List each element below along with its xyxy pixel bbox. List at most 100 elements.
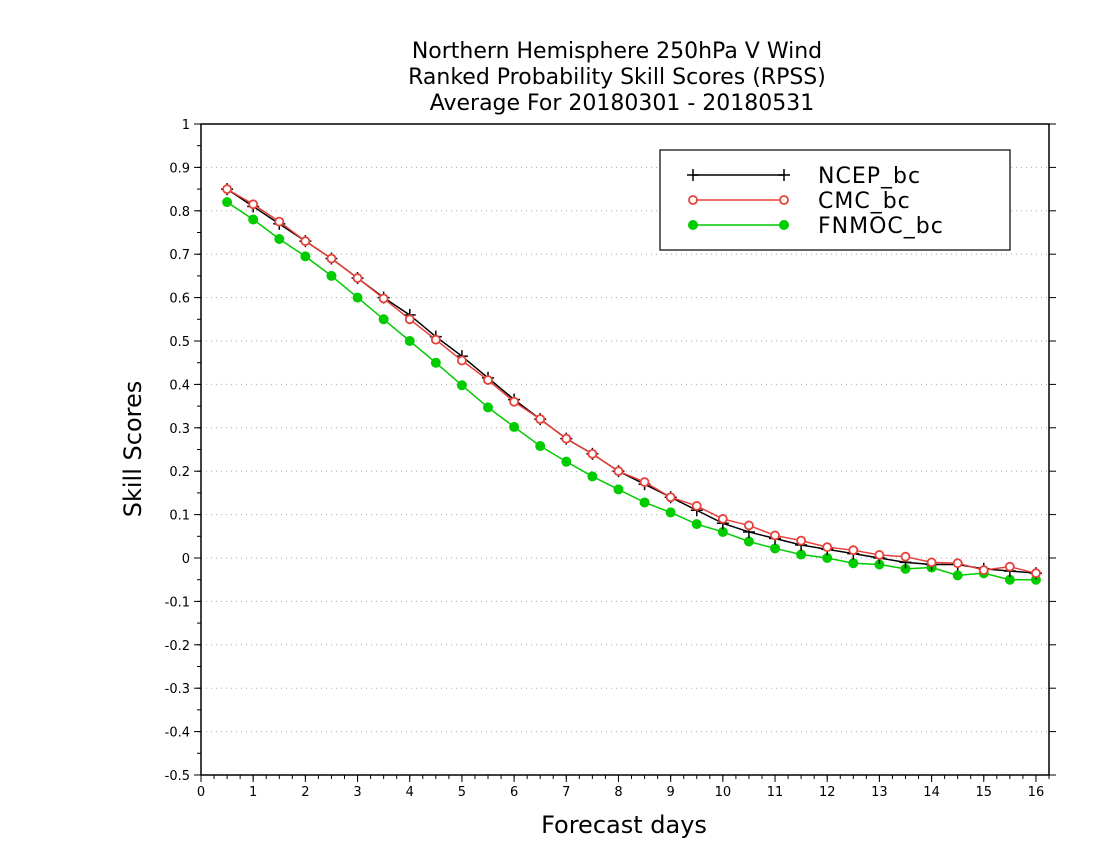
x-axis-label: Forecast days <box>541 811 707 839</box>
chart-title-line-2: Ranked Probability Skill Scores (RPSS) <box>408 65 826 90</box>
data-point-fnmoc-bc <box>456 380 467 391</box>
data-point-fnmoc-bc <box>535 441 546 452</box>
data-point-fnmoc-bc <box>561 456 572 467</box>
x-tick-label: 15 <box>975 785 992 800</box>
data-point-cmc-bc <box>952 558 963 569</box>
legend-marker-cmc-bc <box>779 195 789 205</box>
y-tick-label: 0.3 <box>169 422 190 437</box>
legend-label-fnmoc-bc: FNMOC_bc <box>818 214 944 239</box>
axes: 1 0.9 0.8 0.7 0.6 0.5 0.4 0.3 0.2 0.1 0 -0.1 -0.2 -0.… <box>165 118 1056 800</box>
y-tick-label: 0 <box>182 552 190 567</box>
y-tick-label: 0.1 <box>169 509 190 524</box>
x-tick-label: 7 <box>562 785 570 800</box>
x-tick-label: 5 <box>458 785 466 800</box>
data-point-fnmoc-bc <box>483 402 494 413</box>
data-point-cmc-bc <box>509 396 520 407</box>
data-point-cmc-bc <box>457 355 467 366</box>
legend-marker-ncep-bc <box>778 169 790 181</box>
data-point-cmc-bc <box>822 542 833 553</box>
y-tick-label: -0.2 <box>165 639 190 654</box>
legend-item-cmc-bc: CMC_bc <box>688 189 911 214</box>
data-point-fnmoc-bc <box>352 292 363 303</box>
legend-marker-fnmoc-bc <box>688 220 698 230</box>
data-point-fnmoc-bc <box>665 507 676 518</box>
x-tick-label: 9 <box>667 785 675 800</box>
data-point-fnmoc-bc <box>796 549 807 560</box>
grid <box>201 166 1049 733</box>
x-tick-label: 12 <box>819 785 836 800</box>
x-tick-label: 4 <box>406 785 414 800</box>
legend-marker-ncep-bc <box>687 169 699 181</box>
data-point-cmc-bc <box>613 466 624 477</box>
data-point-fnmoc-bc <box>613 484 624 495</box>
data-point-cmc-bc <box>639 477 650 487</box>
data-point-fnmoc-bc <box>300 251 311 262</box>
data-point-fnmoc-bc <box>430 357 441 368</box>
y-tick-label: 0.8 <box>169 205 190 220</box>
legend-label-cmc-bc: CMC_bc <box>818 189 911 214</box>
data-point-fnmoc-bc <box>639 497 650 508</box>
data-point-cmc-bc <box>691 501 702 511</box>
y-tick-label: 1 <box>182 118 190 133</box>
data-point-cmc-bc <box>665 492 676 503</box>
legend-marker-fnmoc-bc <box>779 220 789 230</box>
x-tick-label: 10 <box>715 785 732 800</box>
y-tick-label: -0.5 <box>165 769 190 784</box>
data-point-fnmoc-bc <box>378 314 389 325</box>
legend-item-ncep-bc: NCEP_bc <box>687 164 921 189</box>
legend-marker-cmc-bc <box>688 195 698 205</box>
y-tick-label: -0.4 <box>165 726 190 741</box>
data-point-cmc-bc <box>430 334 441 345</box>
chart-title-line-1: Northern Hemisphere 250hPa V Wind <box>412 39 822 64</box>
series <box>221 183 1042 585</box>
data-point-cmc-bc <box>561 433 572 444</box>
y-tick-label: 0.2 <box>169 465 190 480</box>
data-point-fnmoc-bc <box>691 519 702 530</box>
data-point-cmc-bc <box>848 545 859 556</box>
legend-label-ncep-bc: NCEP_bc <box>818 164 921 189</box>
data-point-cmc-bc <box>796 535 807 546</box>
y-tick-label: 0.9 <box>169 161 190 176</box>
data-point-cmc-bc <box>1031 568 1041 579</box>
chart-title-line-3: Average For 20180301 - 20180531 <box>430 91 815 116</box>
x-tick-label: 0 <box>197 785 205 800</box>
data-point-cmc-bc <box>770 530 780 541</box>
data-point-fnmoc-bc <box>848 558 859 569</box>
y-tick-label: 0.4 <box>169 378 190 393</box>
x-tick-label: 8 <box>614 785 622 800</box>
x-tick-label: 6 <box>510 785 518 800</box>
y-tick-label: -0.1 <box>165 595 190 610</box>
y-axis-label: Skill Scores <box>119 381 147 518</box>
data-point-cmc-bc <box>248 199 259 210</box>
x-tick-label: 1 <box>249 785 257 800</box>
data-point-fnmoc-bc <box>326 270 337 281</box>
series-fnmoc-bc <box>222 197 1041 585</box>
x-tick-label: 16 <box>1028 785 1045 800</box>
x-tick-label: 11 <box>767 785 784 800</box>
data-point-cmc-bc <box>222 184 232 195</box>
data-point-cmc-bc <box>483 375 493 385</box>
data-point-fnmoc-bc <box>952 570 963 581</box>
data-point-cmc-bc <box>874 550 885 560</box>
chart-title: Northern Hemisphere 250hPa V Wind Ranked… <box>408 39 826 116</box>
data-point-fnmoc-bc <box>770 543 781 554</box>
data-point-fnmoc-bc <box>274 234 285 245</box>
data-point-cmc-bc <box>352 273 363 283</box>
y-tick-label: 0.5 <box>169 335 190 350</box>
y-tick-label: 0.6 <box>169 292 190 307</box>
x-tick-label: 13 <box>871 785 888 800</box>
data-point-cmc-bc <box>744 520 754 531</box>
x-tick-label: 2 <box>301 785 309 800</box>
data-point-fnmoc-bc <box>404 336 415 346</box>
data-point-fnmoc-bc <box>509 421 520 432</box>
data-point-cmc-bc <box>978 565 989 576</box>
data-point-fnmoc-bc <box>248 214 259 225</box>
series-cmc-bc <box>222 184 1041 579</box>
data-point-cmc-bc <box>900 551 911 562</box>
data-point-cmc-bc <box>274 216 285 227</box>
data-point-cmc-bc <box>717 514 728 524</box>
x-tick-label: 3 <box>353 785 361 800</box>
